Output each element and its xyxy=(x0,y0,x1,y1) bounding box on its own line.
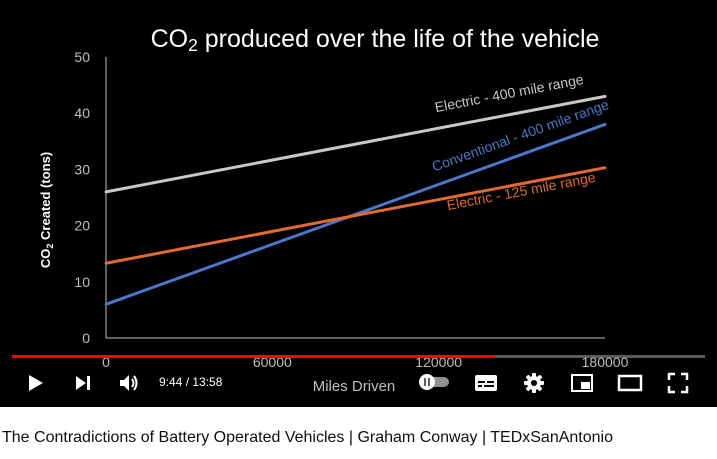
y-tick-label: 30 xyxy=(74,161,90,177)
theater-mode-button[interactable] xyxy=(616,372,644,394)
next-icon xyxy=(76,376,90,390)
series-label: Electric - 400 mile range xyxy=(433,71,584,115)
x-tick-label: 120000 xyxy=(415,354,462,370)
chart-title: CO2 produced over the life of the vehicl… xyxy=(151,25,600,55)
x-tick-label: 0 xyxy=(102,354,110,370)
miniplayer-icon xyxy=(571,374,593,392)
settings-button[interactable] xyxy=(521,372,547,394)
time-total: 13:58 xyxy=(192,375,223,389)
time-readout: 9:44 / 13:58 xyxy=(159,375,222,389)
series-line xyxy=(104,166,607,265)
play-icon xyxy=(29,375,43,391)
subtitles-icon xyxy=(475,375,497,391)
video-player[interactable]: CO2 produced over the life of the vehicl… xyxy=(0,0,717,407)
autoplay-toggle[interactable] xyxy=(417,373,451,391)
time-separator: / xyxy=(182,375,193,389)
fullscreen-button[interactable] xyxy=(665,372,691,394)
text-part: Created (tons) xyxy=(38,152,53,244)
y-tick-label: 0 xyxy=(82,330,90,346)
progress-bar-played xyxy=(12,355,496,358)
y-tick-label: 40 xyxy=(74,105,90,121)
y-tick-label: 20 xyxy=(74,218,90,234)
next-button[interactable] xyxy=(70,372,96,394)
text-part: CO xyxy=(38,249,53,269)
text-part: produced over the life of the vehicle xyxy=(198,25,600,53)
y-tick-labels: 0 10 20 30 40 50 xyxy=(74,49,90,346)
series-line xyxy=(104,94,607,194)
progress-bar[interactable] xyxy=(12,355,705,358)
x-tick-label: 60000 xyxy=(253,354,292,370)
text-subscript: 2 xyxy=(188,35,198,55)
chart: CO2 produced over the life of the vehicl… xyxy=(38,25,629,395)
y-axis-label: CO2 Created (tons) xyxy=(38,152,55,268)
autoplay-toggle-icon xyxy=(419,374,449,390)
text-subscript: 2 xyxy=(45,244,55,249)
fullscreen-icon xyxy=(667,372,689,394)
x-axis-label: Miles Driven xyxy=(313,378,396,395)
text-part: CO xyxy=(151,25,189,53)
x-tick-label: 180000 xyxy=(582,354,629,370)
miniplayer-button[interactable] xyxy=(568,372,596,394)
play-button[interactable] xyxy=(22,372,48,394)
x-tick-labels: 0 60000 120000 180000 xyxy=(102,354,628,370)
series-label: Electric - 125 mile range xyxy=(445,169,596,213)
time-current: 9:44 xyxy=(159,375,183,389)
volume-button[interactable] xyxy=(116,372,142,394)
volume-icon xyxy=(120,375,138,391)
video-title[interactable]: The Contradictions of Battery Operated V… xyxy=(2,429,613,446)
theater-mode-icon xyxy=(617,374,643,392)
y-tick-label: 50 xyxy=(74,49,90,65)
subtitles-button[interactable] xyxy=(472,372,500,394)
y-tick-label: 10 xyxy=(74,274,90,290)
settings-gear-icon xyxy=(524,373,544,393)
